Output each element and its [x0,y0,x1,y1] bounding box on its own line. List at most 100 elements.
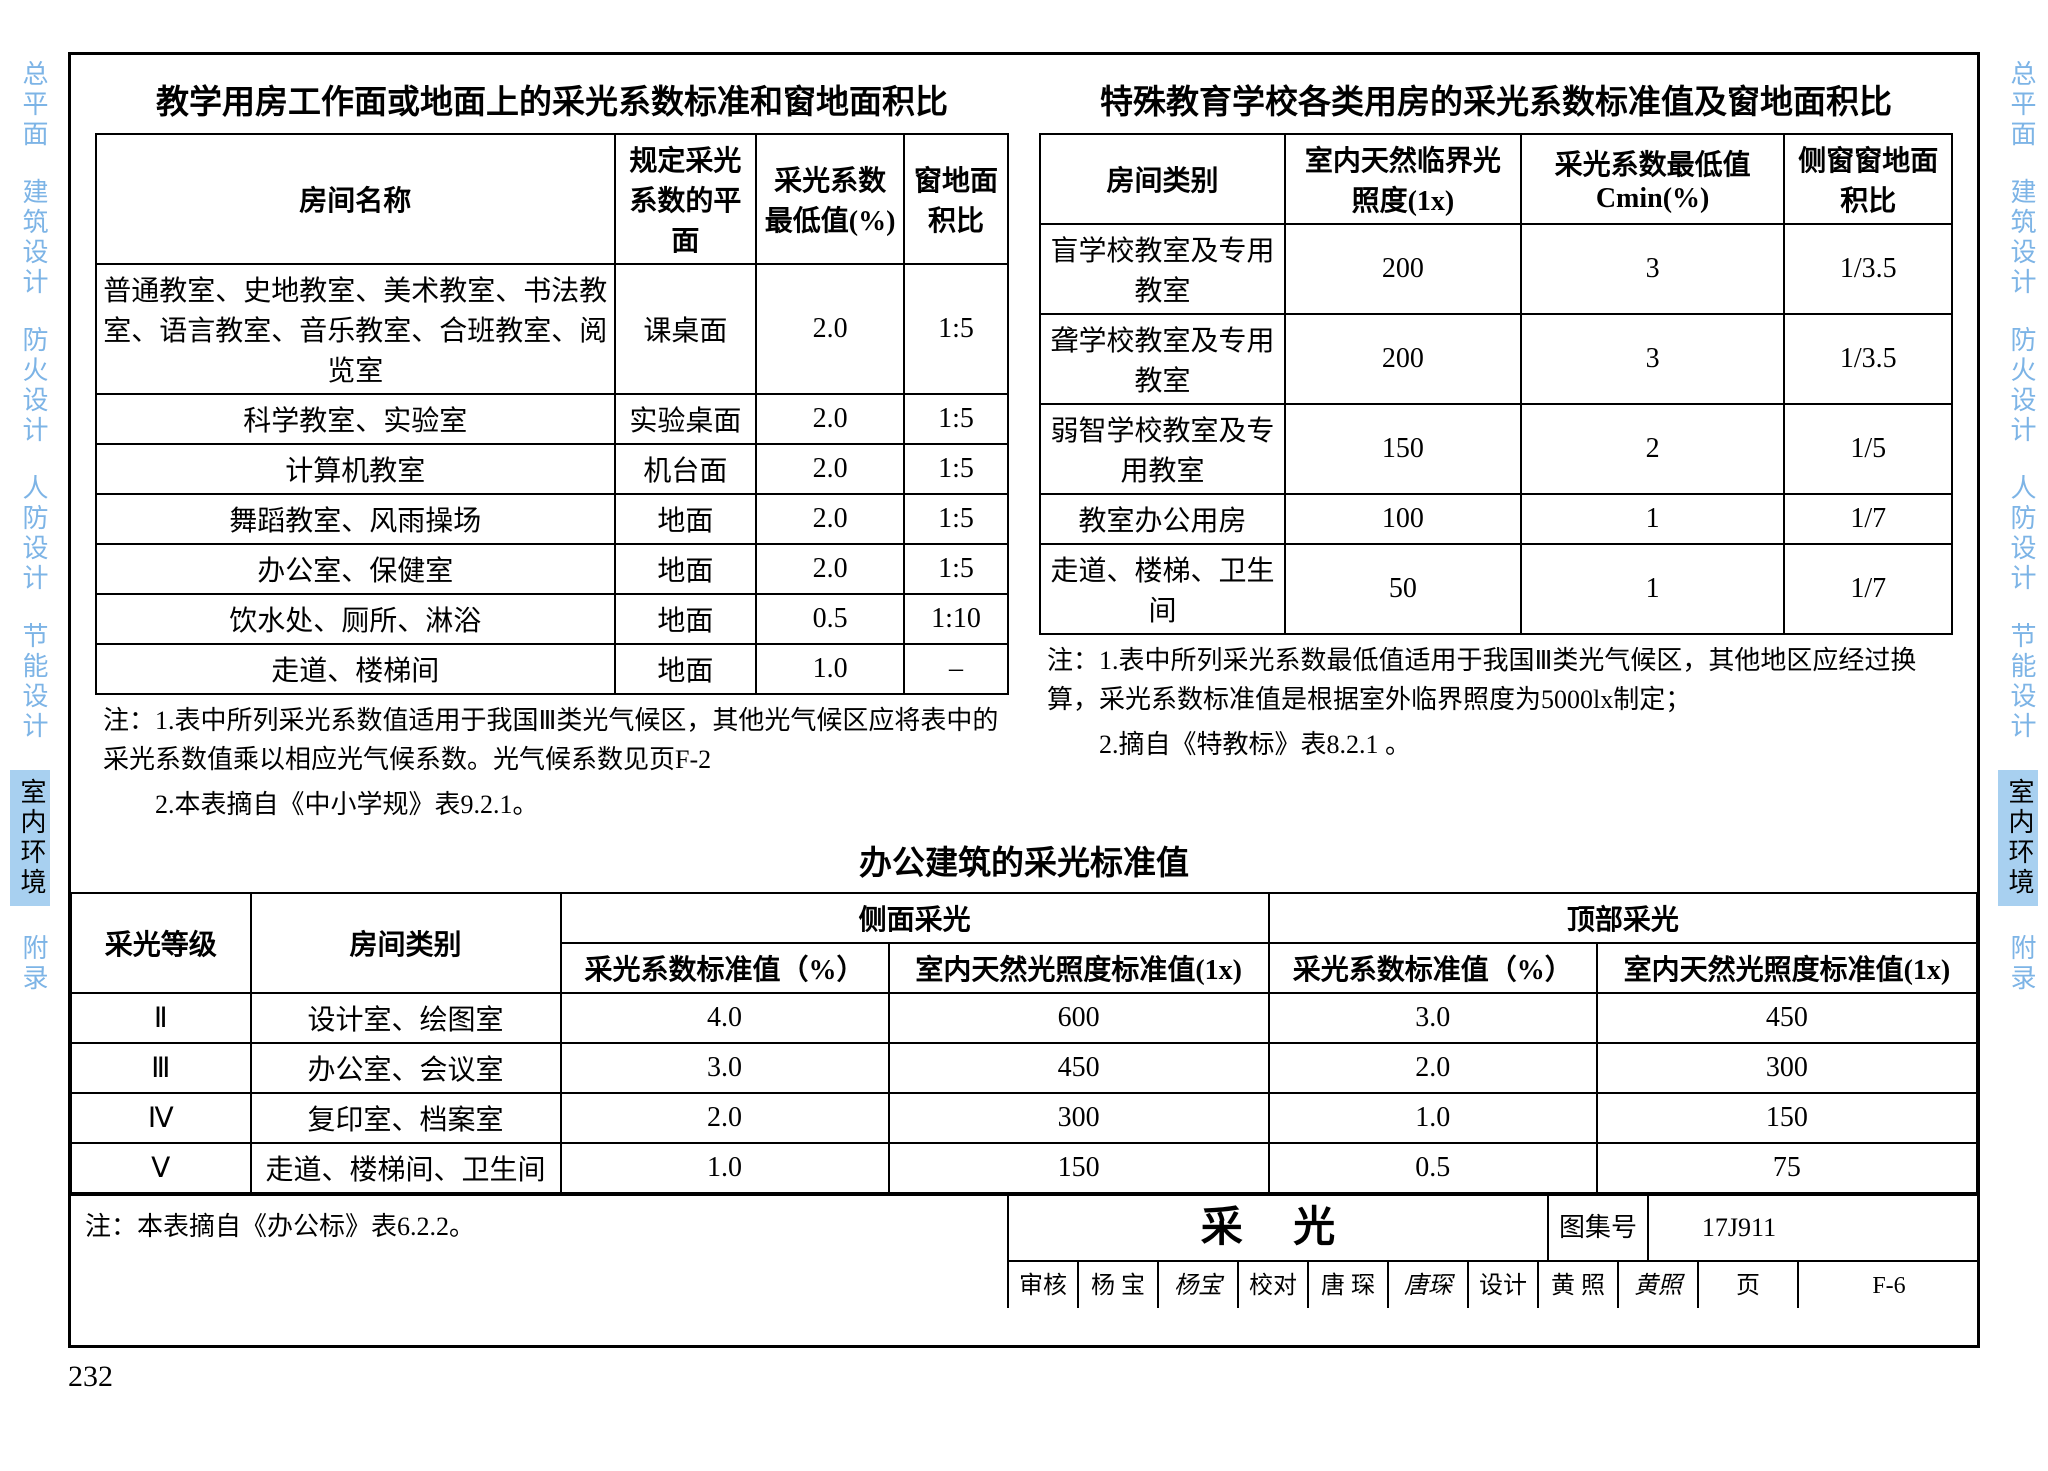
table-row: Ⅱ设计室、绘图室4.06003.0450 [71,993,1978,1043]
table-cell: 1:5 [904,394,1008,444]
table-cell: 2 [1521,404,1785,494]
atlas-label: 图集号 [1549,1196,1649,1260]
table-cell: 200 [1285,314,1521,404]
side-tab[interactable]: 防火设计 [10,326,50,446]
table-cell: 2.0 [756,264,904,394]
side-tab[interactable]: 节能设计 [10,622,50,742]
table2-note1: 注：1.表中所列采光系数最低值适用于我国Ⅲ类光气候区，其他地区应经过换算，采光系… [1039,641,1953,719]
table-cell: 50 [1285,544,1521,634]
table-cell: 1 [1521,494,1785,544]
table-cell: Ⅳ [71,1093,251,1143]
table-cell: 150 [889,1143,1269,1193]
table-cell: 3.0 [561,1043,889,1093]
table3: 采光等级 房间类别 侧面采光 顶部采光 采光系数标准值（%） 室内天然光照度标准… [69,892,1979,1194]
table-cell: 走道、楼梯、卫生间 [1040,544,1285,634]
side-tab[interactable]: 室内环境 [1998,770,2038,906]
review-sign: 杨宝 [1159,1262,1239,1308]
table-cell: 300 [1597,1043,1978,1093]
table-cell: 100 [1285,494,1521,544]
table-cell: Ⅲ [71,1043,251,1093]
table-cell: 2.0 [756,494,904,544]
table-row: 聋学校教室及专用教室20031/3.5 [1040,314,1952,404]
table-cell: 复印室、档案室 [251,1093,561,1143]
table-cell: 1.0 [756,644,904,694]
table-cell: 1:10 [904,594,1008,644]
table-cell: 走道、楼梯间 [96,644,615,694]
table-cell: 聋学校教室及专用教室 [1040,314,1285,404]
design-label: 设计 [1469,1262,1539,1308]
page-number: 232 [68,1360,113,1394]
table1-note1: 注：1.表中所列采光系数值适用于我国Ⅲ类光气候区，其他光气候区应将表中的采光系数… [95,701,1009,779]
table-cell: 1:5 [904,264,1008,394]
table-row: Ⅲ办公室、会议室3.04502.0300 [71,1043,1978,1093]
table-cell: 1.0 [561,1143,889,1193]
table3-note: 注：本表摘自《办公标》表6.2.2。 [69,1196,1009,1308]
table-header: 规定采光系数的平面 [615,134,757,264]
table-cell: 弱智学校教室及专用教室 [1040,404,1285,494]
table-cell: 150 [1285,404,1521,494]
side-tab[interactable]: 人防设计 [1998,474,2038,594]
side-tab[interactable]: 防火设计 [1998,326,2038,446]
table-cell: 1 [1521,544,1785,634]
table-cell: 1/5 [1784,404,1952,494]
table-cell: 地面 [615,594,757,644]
table-header: 采光系数最低值(%) [756,134,904,264]
table-row: 科学教室、实验室实验桌面2.01:5 [96,394,1008,444]
table-cell: 0.5 [756,594,904,644]
page-value: F-6 [1799,1262,1979,1308]
table-cell: 450 [1597,993,1978,1043]
table-row: 普通教室、史地教室、美术教室、书法教室、语言教室、音乐教室、合班教室、阅览室课桌… [96,264,1008,394]
table-cell: 3 [1521,314,1785,404]
side-tab[interactable]: 总平面 [10,60,50,150]
t3-h3: 侧面采光 [561,893,1269,943]
table-cell: 计算机教室 [96,444,615,494]
table-cell: 2.0 [561,1093,889,1143]
table-cell: 1:5 [904,444,1008,494]
side-tab[interactable]: 建筑设计 [10,178,50,298]
table-header: 采光系数最低值Cmin(%) [1521,134,1785,224]
footer-row: 注：本表摘自《办公标》表6.2.2。 采 光 图集号 17J911 审核 杨 宝… [69,1194,1979,1308]
sheet-title: 采 光 [1009,1196,1549,1260]
side-tab[interactable]: 节能设计 [1998,622,2038,742]
table-cell: 2.0 [756,544,904,594]
left-side-tabs: 总平面建筑设计防火设计人防设计节能设计室内环境附录 [10,60,50,1022]
table-cell: 实验桌面 [615,394,757,444]
table-cell: 2.0 [756,444,904,494]
atlas-value: 17J911 [1649,1196,1829,1260]
table-row: 弱智学校教室及专用教室15021/5 [1040,404,1952,494]
table-row: Ⅴ走道、楼梯间、卫生间1.01500.575 [71,1143,1978,1193]
table-cell: 4.0 [561,993,889,1043]
side-tab[interactable]: 附录 [1998,934,2038,994]
table-cell: 办公室、保健室 [96,544,615,594]
table-cell: 盲学校教室及专用教室 [1040,224,1285,314]
table-row: 计算机教室机台面2.01:5 [96,444,1008,494]
table-row: 舞蹈教室、风雨操场地面2.01:5 [96,494,1008,544]
table-cell: Ⅴ [71,1143,251,1193]
t3-sub1a: 采光系数标准值（%） [561,943,889,993]
table-cell: 0.5 [1269,1143,1597,1193]
table-cell: 地面 [615,644,757,694]
table-cell: 3 [1521,224,1785,314]
table-cell: Ⅱ [71,993,251,1043]
table-cell: 饮水处、厕所、淋浴 [96,594,615,644]
table-cell: – [904,644,1008,694]
table-row: 盲学校教室及专用教室20031/3.5 [1040,224,1952,314]
table-cell: 450 [889,1043,1269,1093]
table-cell: 150 [1597,1093,1978,1143]
table-row: Ⅳ复印室、档案室2.03001.0150 [71,1093,1978,1143]
t3-sub2a: 室内天然光照度标准值(1x) [889,943,1269,993]
table-cell: 300 [889,1093,1269,1143]
side-tab[interactable]: 室内环境 [10,770,50,906]
side-tab[interactable]: 人防设计 [10,474,50,594]
table-cell: 课桌面 [615,264,757,394]
side-tab[interactable]: 附录 [10,934,50,994]
review-name: 杨 宝 [1079,1262,1159,1308]
table-cell: 1.0 [1269,1093,1597,1143]
check-sign: 唐琛 [1389,1262,1469,1308]
right-side-tabs: 总平面建筑设计防火设计人防设计节能设计室内环境附录 [1998,60,2038,1022]
table1-note2: 2.本表摘自《中小学规》表9.2.1。 [95,785,1009,824]
side-tab[interactable]: 总平面 [1998,60,2038,150]
side-tab[interactable]: 建筑设计 [1998,178,2038,298]
table-cell: 地面 [615,494,757,544]
table-cell: 1/7 [1784,494,1952,544]
